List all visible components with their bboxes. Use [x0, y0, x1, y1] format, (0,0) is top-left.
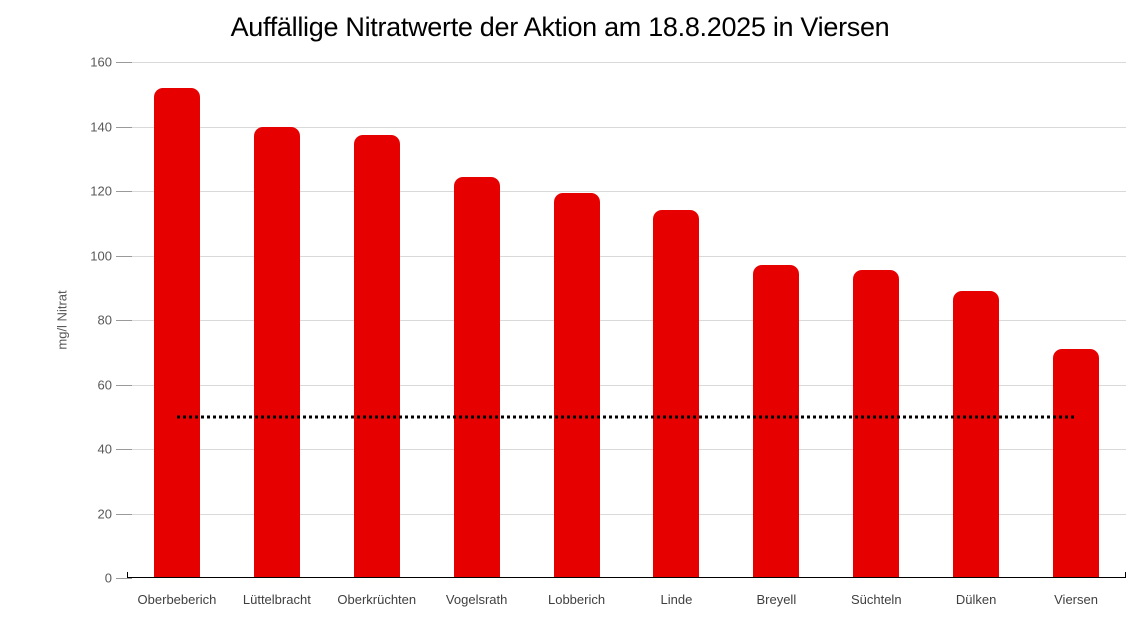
bar-linde [653, 210, 700, 578]
plot-area: 0 20 40 60 80 100 120 140 160 [90, 55, 1126, 586]
bar-oberbeberich [153, 87, 200, 578]
gridline [127, 255, 1126, 257]
x-category-label: Dülken [955, 592, 997, 607]
bar-dülken [953, 290, 1000, 578]
y-axis-tick [116, 126, 132, 128]
x-category-label: Lüttelbracht [242, 592, 311, 607]
y-axis-tick [116, 255, 132, 257]
y-tick-label: 100 [90, 248, 112, 263]
y-tick-label: 140 [90, 119, 112, 134]
y-tick-label: 20 [97, 506, 112, 521]
y-axis-tick [116, 62, 132, 63]
y-axis-tick [116, 578, 132, 579]
y-tick-label: 0 [104, 570, 112, 586]
gridline [127, 384, 1126, 386]
y-axis-tick [116, 513, 132, 515]
limit-reference-line [176, 415, 1077, 419]
y-axis-tick [116, 191, 132, 192]
bar-breyell [753, 265, 800, 578]
x-category-label: Linde [660, 592, 693, 607]
bar-vogelsrath [453, 176, 500, 578]
bar-lüttelbracht [253, 126, 300, 578]
chart-title: Auffällige Nitratwerte der Aktion am 18.… [230, 12, 890, 42]
axis-end-tick [127, 572, 128, 578]
y-tick-label: 80 [97, 312, 112, 328]
x-axis-baseline [127, 577, 1126, 578]
bar-süchteln [853, 270, 900, 578]
bar-viersen [1053, 349, 1100, 578]
gridline [127, 62, 1126, 63]
y-axis-tick [116, 384, 132, 386]
x-category-label: Viersen [1054, 592, 1098, 607]
gridline [127, 126, 1126, 128]
gridline [127, 513, 1126, 515]
y-tick-label: 120 [90, 183, 112, 199]
gridline [127, 320, 1126, 321]
x-category-label: Breyell [756, 592, 797, 607]
y-tick-label: 40 [97, 441, 112, 457]
x-category-label: Vogelsrath [445, 592, 508, 607]
bar-oberkrüchten [353, 134, 400, 578]
y-tick-label: 160 [90, 54, 112, 70]
x-category-label: Süchteln [850, 592, 902, 607]
bar-lobberich [553, 192, 600, 578]
y-tick-label: 60 [97, 377, 112, 392]
gridline [127, 449, 1126, 450]
gridline [127, 191, 1126, 192]
axis-end-tick [1125, 572, 1126, 578]
x-category-label: Lobberich [547, 592, 606, 607]
x-category-label: Oberbeberich [137, 592, 217, 607]
y-axis-tick [116, 449, 132, 450]
y-axis-tick [116, 320, 132, 321]
x-category-label: Oberkrüchten [337, 592, 417, 607]
